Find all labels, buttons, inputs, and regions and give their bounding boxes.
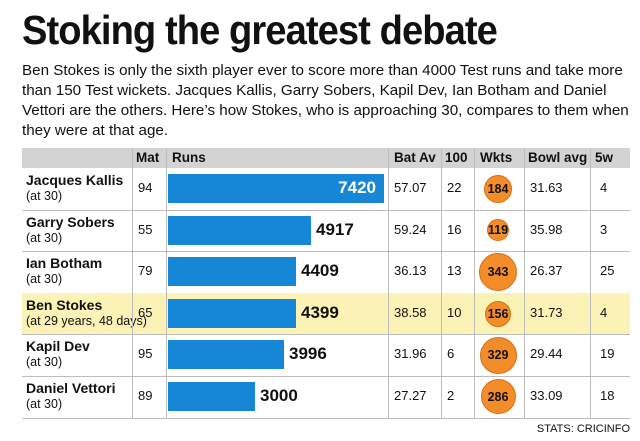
player-age-note: (at 30) [26,230,63,245]
runs-bar [168,382,255,411]
cell-bowl-avg: 31.63 [530,180,563,195]
runs-label: 3996 [289,344,327,364]
runs-bar [168,340,284,370]
header-runs: Runs [172,150,206,165]
wickets-bubble: 329 [479,336,517,374]
player-age-note: (at 30) [26,397,63,411]
column-divider [441,148,442,418]
subtitle: Ben Stokes is only the sixth player ever… [22,62,629,139]
player-name: Ian Botham [26,255,103,272]
runs-label: 4409 [301,261,339,281]
header-wkts: Wkts [480,150,513,165]
comparison-table: Mat Runs Bat Av 100 Wkts Bowl avg 5w Jac… [22,148,630,419]
cell-mat: 55 [138,221,153,237]
column-divider [388,148,389,418]
player-name: Jacques Kallis [26,172,124,188]
wickets-bubble: 156 [485,300,511,327]
table-header [22,148,630,168]
cell-bat-av: 57.07 [394,180,427,195]
runs-bar [168,174,384,203]
wickets-bubble: 286 [480,379,516,415]
runs-label: 4917 [316,219,354,239]
table-row: Jacques Kallis (at 30) 94 7420 57.07 22 184 31.… [22,168,630,210]
cell-mat: 89 [138,388,153,403]
cell-bowl-avg: 26.37 [530,263,563,279]
row-divider [22,334,630,336]
column-divider [474,148,475,418]
player-age-note: (at 30) [26,355,63,370]
cell-bowl-avg: 35.98 [530,221,563,237]
cell-5w: 19 [600,346,615,362]
runs-bar [168,215,311,245]
header-100: 100 [445,150,468,165]
header-mat: Mat [136,150,160,165]
table-row: Ian Botham (at 30) 79 4409 36.13 13 343 26.37 25 [22,251,630,293]
cell-5w: 18 [600,388,615,403]
row-divider [22,417,630,419]
runs-label: 4399 [301,302,339,322]
cell-mat: 79 [138,263,153,279]
runs-label: 3000 [260,386,298,405]
cell-bat-av: 31.96 [394,346,427,362]
table-row: Ben Stokes (at 29 years, 48 days) 65 4399 38… [22,292,630,335]
cell-100: 22 [447,180,462,195]
cell-100: 16 [447,221,462,237]
player-name: Ben Stokes [26,296,103,313]
table-row: Garry Sobers (at 30) 55 4917 59.24 16 119 35.98… [22,210,630,252]
header-bat-av: Bat Av [394,150,436,165]
runs-bar [168,298,296,328]
column-divider [166,148,167,418]
header-bowl-avg: Bowl avg [528,150,588,165]
header-5w: 5w [595,150,614,165]
cell-100: 10 [447,304,462,320]
cell-5w: 25 [600,263,615,279]
cell-bowl-avg: 31.73 [530,304,563,320]
source-note: STATS: CRICINFO [536,423,630,435]
cell-bowl-avg: 33.09 [530,388,563,403]
cell-bat-av: 38.58 [394,304,427,320]
cell-mat: 95 [138,346,153,362]
player-name: Daniel Vettori [26,380,116,396]
cell-bat-av: 27.27 [394,388,427,403]
player-age-note: (at 30) [26,272,63,287]
cell-5w: 4 [600,304,608,320]
cell-mat: 94 [138,180,153,195]
runs-bar [168,257,296,287]
cell-bat-av: 36.13 [394,263,427,279]
cell-100: 13 [447,263,462,279]
table-row: Kapil Dev (at 30) 95 3996 31.96 6 329 29.44 19 [22,334,630,376]
column-divider [590,148,591,418]
page-title: Stoking the greatest debate [22,7,498,53]
player-name: Kapil Dev [26,338,90,355]
runs-label: 7420 [338,178,376,197]
cell-bat-av: 59.24 [394,221,427,237]
player-name: Garry Sobers [26,213,115,230]
cell-100: 2 [447,388,455,403]
wickets-bubble: 184 [484,174,512,203]
cell-mat: 65 [138,304,153,320]
cell-5w: 4 [600,180,608,195]
cell-5w: 3 [600,221,608,237]
table-row: Daniel Vettori (at 30) 89 3000 27.27 2 286 33.0… [22,376,630,418]
wickets-bubble: 343 [479,252,517,291]
row-divider [22,376,630,377]
wickets-bubble: 119 [487,219,509,242]
player-age-note: (at 30) [26,189,63,203]
cell-100: 6 [447,346,455,362]
player-age-note: (at 29 years, 48 days) [26,313,147,328]
row-divider [22,209,630,211]
column-divider [524,148,525,418]
cell-bowl-avg: 29.44 [530,346,563,362]
column-divider [132,148,133,418]
row-divider [22,251,630,253]
